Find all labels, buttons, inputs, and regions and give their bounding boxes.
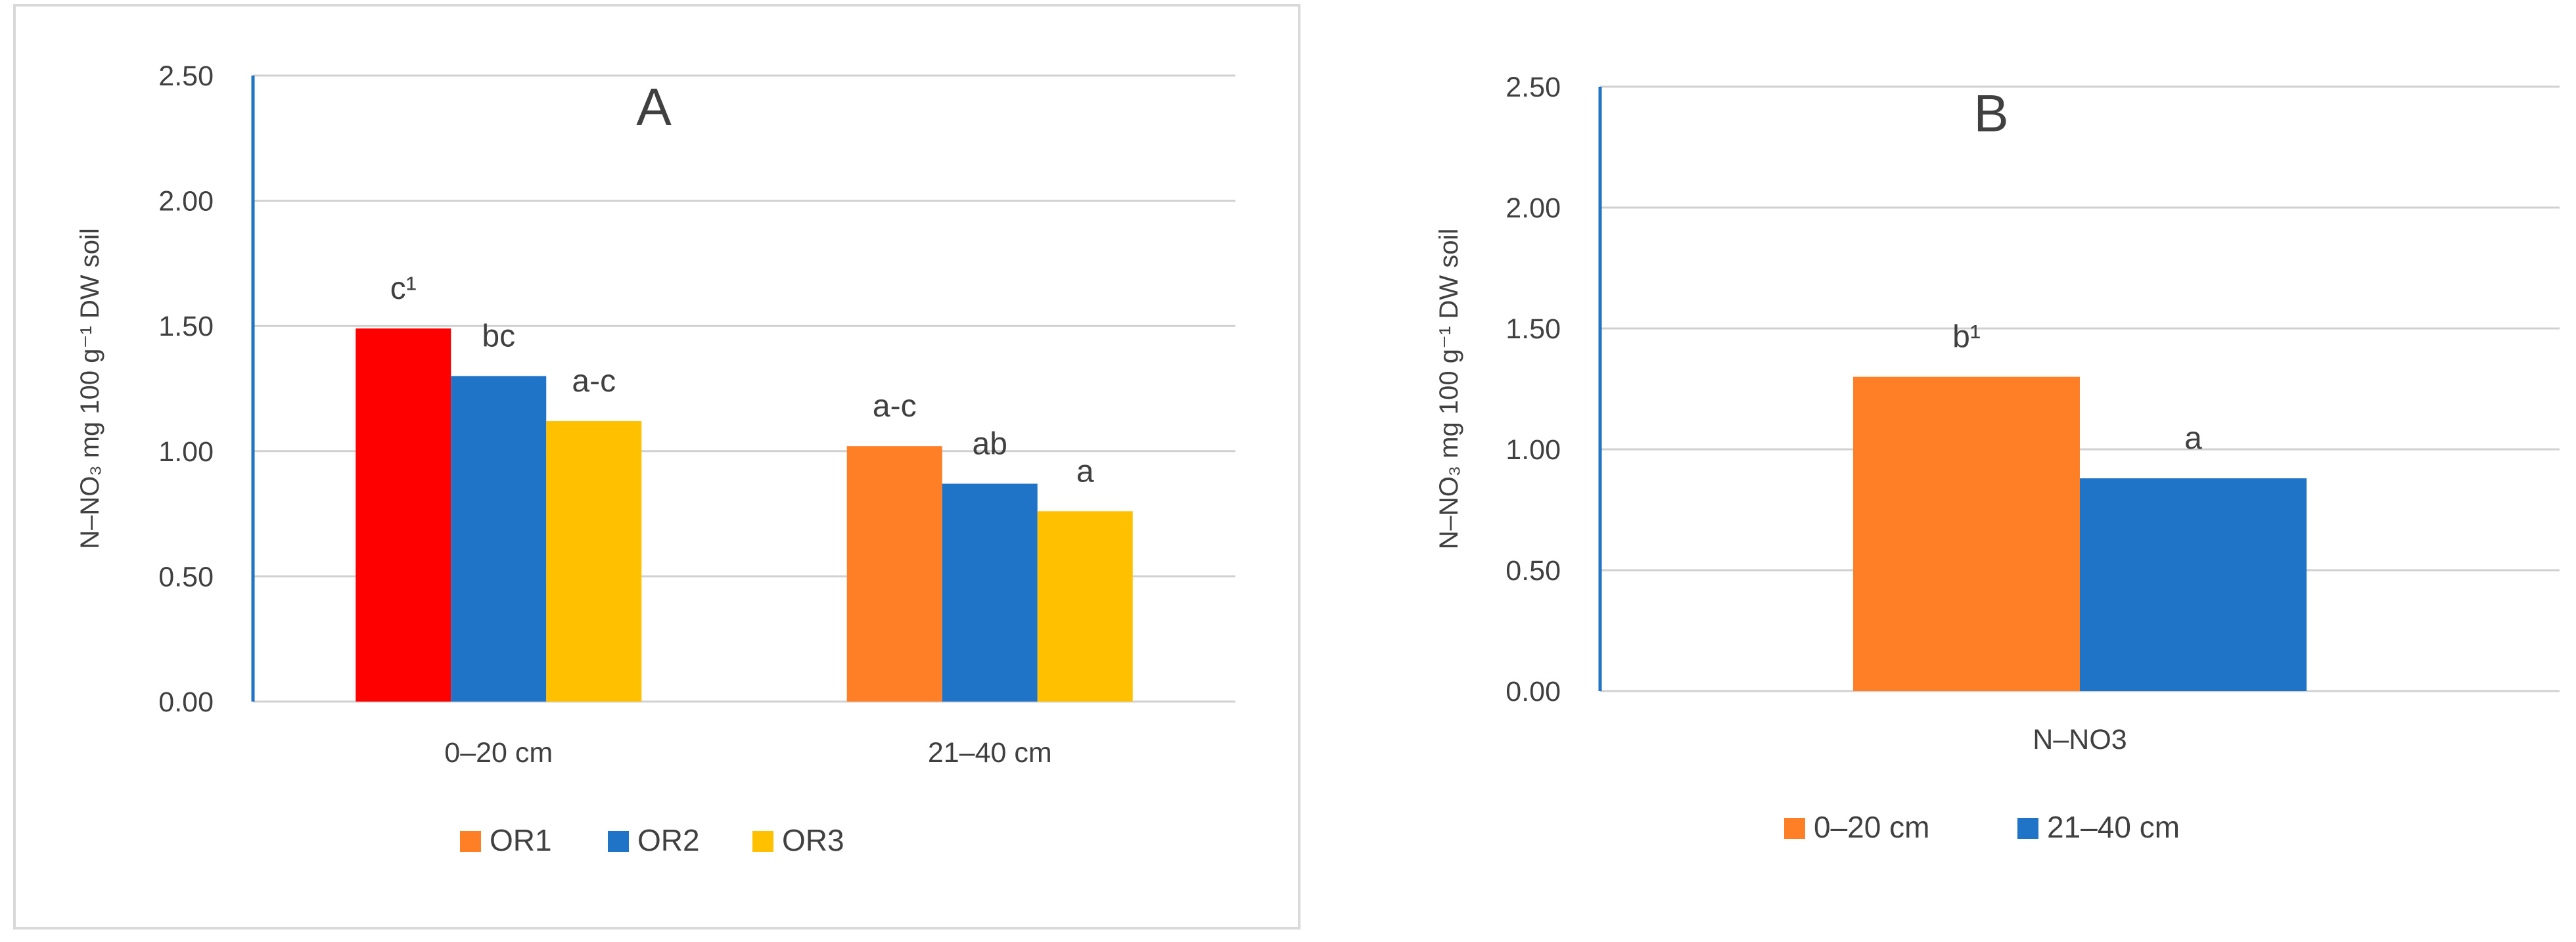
chart-title: B [1973, 84, 2008, 143]
y-tick-label: 1.50 [1506, 313, 1561, 345]
bar-data-label: a-c [873, 389, 917, 424]
legend-label: OR2 [637, 823, 700, 857]
bar-OR3 [1037, 511, 1133, 702]
y-tick-label: 0.50 [1506, 555, 1561, 587]
legend-swatch [1784, 818, 1805, 839]
bar-OR3 [546, 421, 642, 702]
y-tick-label: 0.00 [158, 686, 214, 718]
y-tick-label: 2.50 [158, 60, 214, 92]
bar-data-label: bc [482, 319, 515, 353]
bar-21–40cm [2080, 478, 2307, 691]
y-tick-label: 2.00 [158, 186, 214, 217]
bar-OR1 [356, 328, 451, 702]
legend-label: 21–40 cm [2047, 810, 2180, 844]
bar-data-label: b¹ [1952, 320, 1981, 355]
y-tick-label: 0.50 [158, 561, 214, 593]
y-axis-title: N–NO₃ mg 100 g⁻¹ DW soil [1435, 229, 1463, 550]
chart-b: 0.00 0.50 1.00 1.50 2.00 2.50 N–NO₃ mg 100 g⁻¹… [1435, 72, 2560, 844]
bar-data-label: a-c [572, 364, 616, 399]
bar-data-label: a [2184, 421, 2202, 456]
bar-data-label: ab [973, 426, 1007, 461]
y-tick-label: 1.00 [1506, 434, 1561, 466]
chart-title: A [636, 78, 672, 136]
chart-a: 0.00 0.50 1.00 1.50 2.00 2.50 N–NO₃ mg 100 g⁻¹… [76, 60, 1235, 857]
bar-OR2 [451, 376, 547, 702]
bar-0–20cm [1853, 376, 2080, 691]
legend-swatch [752, 831, 773, 852]
bar-data-label: a [1076, 454, 1094, 489]
x-category-label: N–NO3 [2033, 724, 2127, 755]
y-tick-label: 1.00 [158, 436, 214, 468]
bar-OR2 [942, 483, 1038, 702]
y-tick-label: 0.00 [1506, 676, 1561, 707]
legend-label: OR1 [490, 823, 552, 857]
legend-label: OR3 [782, 823, 844, 857]
legend-swatch [460, 831, 481, 852]
x-category-label: 0–20 cm [444, 737, 553, 769]
y-tick-label: 1.50 [158, 311, 214, 342]
bar-OR1 [846, 446, 942, 702]
chart-a-frame [13, 4, 1300, 930]
legend-label: 0–20 cm [1814, 810, 1929, 844]
y-axis-title: N–NO₃ mg 100 g⁻¹ DW soil [76, 228, 104, 549]
legend-swatch [608, 831, 629, 852]
x-category-label: 21–40 cm [928, 737, 1052, 769]
y-tick-label: 2.00 [1506, 192, 1561, 224]
legend-swatch [2017, 818, 2038, 839]
y-tick-label: 2.50 [1506, 72, 1561, 103]
bar-data-label: c¹ [390, 271, 417, 306]
